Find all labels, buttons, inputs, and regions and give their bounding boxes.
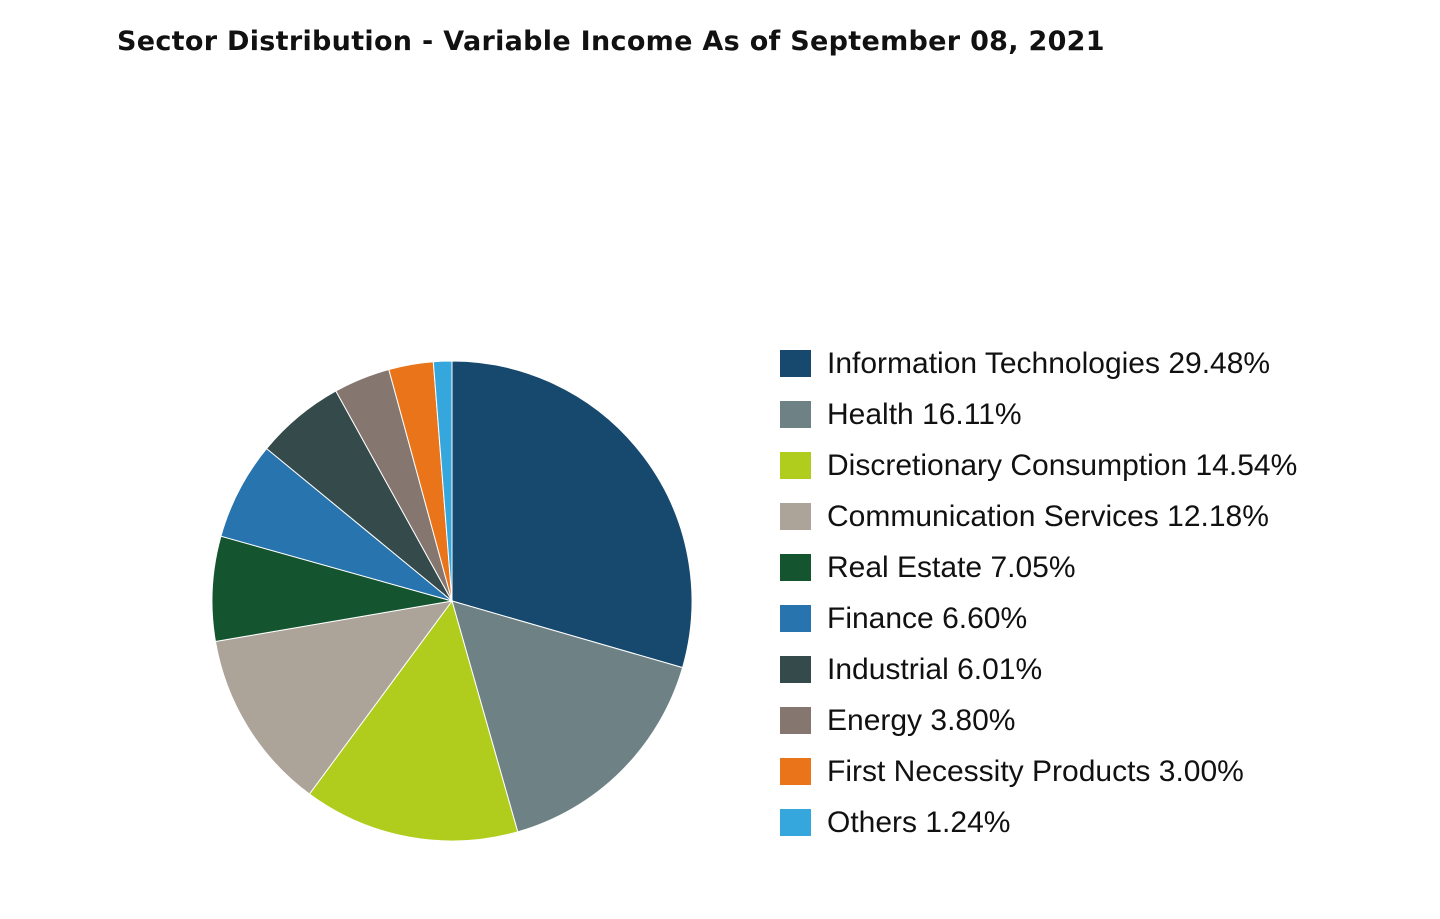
legend-label-value: 16.11% <box>922 397 1022 431</box>
legend-label-name: Finance <box>827 601 934 635</box>
legend-label-name: Energy <box>827 703 923 737</box>
legend-swatch <box>780 452 811 479</box>
legend-item-discretionary-consumption: Discretionary Consumption 14.54% <box>780 440 1297 491</box>
legend-label-value: 3.80% <box>930 703 1016 737</box>
pie-slice-discretionary-consumption <box>308 599 519 842</box>
legend-label-value: 3.00% <box>1158 754 1244 788</box>
legend-swatch <box>780 503 811 530</box>
legend-label: Industrial 6.01% <box>827 652 1043 686</box>
legend-label: Others 1.24% <box>827 805 1011 839</box>
legend-label: Communication Services 12.18% <box>827 499 1269 533</box>
legend-swatch <box>780 758 811 785</box>
pie-slice-others <box>432 360 453 602</box>
legend-label-name: Discretionary Consumption <box>827 448 1188 482</box>
legend-item-others: Others 1.24% <box>780 797 1297 848</box>
legend-swatch <box>780 350 811 377</box>
legend-swatch <box>780 605 811 632</box>
legend-label-value: 29.48% <box>1168 346 1271 380</box>
legend-item-real-estate: Real Estate 7.05% <box>780 542 1297 593</box>
pie-slice-health <box>451 600 684 833</box>
legend-label-name: Communication Services <box>827 499 1159 533</box>
legend-swatch <box>780 401 811 428</box>
legend-label-value: 6.60% <box>942 601 1028 635</box>
legend-item-information-technologies: Information Technologies 29.48% <box>780 338 1297 389</box>
legend-label-value: 1.24% <box>925 805 1011 839</box>
pie-slice-communication-services <box>214 600 454 795</box>
legend-item-industrial: Industrial 6.01% <box>780 644 1297 695</box>
legend-label-value: 14.54% <box>1195 448 1298 482</box>
legend-label: Energy 3.80% <box>827 703 1016 737</box>
legend-label-value: 12.18% <box>1167 499 1269 533</box>
legend-label-name: Information Technologies <box>827 346 1160 380</box>
legend-item-energy: Energy 3.80% <box>780 695 1297 746</box>
legend-swatch <box>780 707 811 734</box>
legend-label: First Necessity Products 3.00% <box>827 754 1244 788</box>
pie-slice-real-estate <box>211 535 453 643</box>
legend-item-finance: Finance 6.60% <box>780 593 1297 644</box>
legend-label-value: 7.05% <box>990 550 1076 584</box>
legend-swatch <box>780 809 811 836</box>
legend-label-name: Real Estate <box>827 550 983 584</box>
legend-item-first-necessity-products: First Necessity Products 3.00% <box>780 746 1297 797</box>
legend-label: Information Technologies 29.48% <box>827 346 1271 380</box>
legend-label: Health 16.11% <box>827 397 1022 431</box>
legend-label: Discretionary Consumption 14.54% <box>827 448 1298 482</box>
legend-label-name: Health <box>827 397 914 431</box>
legend-item-health: Health 16.11% <box>780 389 1297 440</box>
legend-swatch <box>780 656 811 683</box>
legend-label: Finance 6.60% <box>827 601 1028 635</box>
chart-title: Sector Distribution - Variable Income As… <box>117 26 1105 57</box>
legend-swatch <box>780 554 811 581</box>
legend-label-value: 6.01% <box>957 652 1043 686</box>
legend-item-communication-services: Communication Services 12.18% <box>780 491 1297 542</box>
legend-label-name: Industrial <box>827 652 949 686</box>
legend-label: Real Estate 7.05% <box>827 550 1076 584</box>
legend-label-name: First Necessity Products <box>827 754 1151 788</box>
pie-slice-information-technologies <box>451 360 693 669</box>
legend-label-name: Others <box>827 805 918 839</box>
chart-legend: Information Technologies 29.48% Health 16… <box>780 338 1297 848</box>
